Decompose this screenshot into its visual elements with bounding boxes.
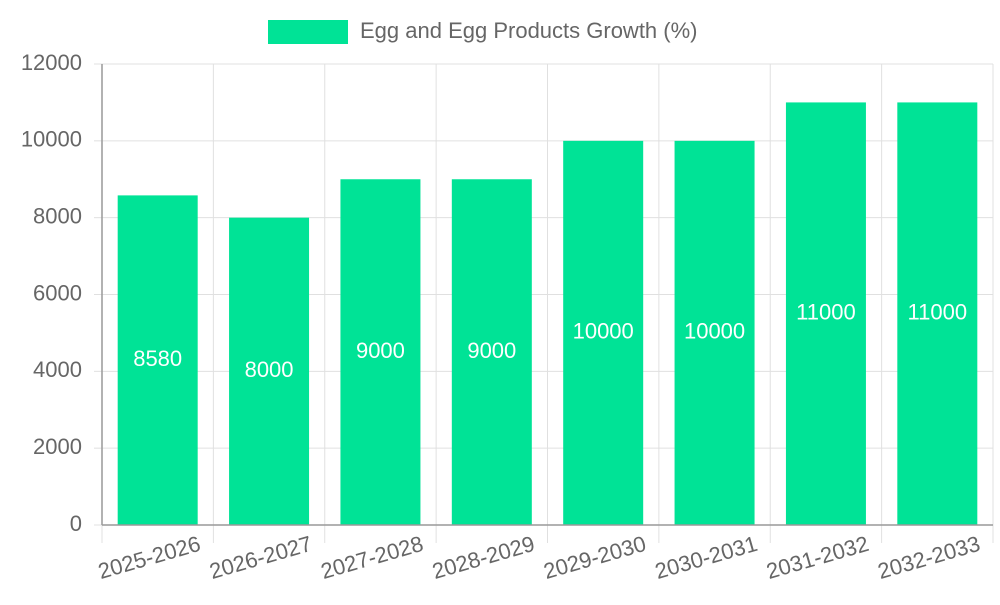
y-tick-label: 4000: [33, 357, 82, 382]
data-label: 9000: [467, 338, 516, 363]
y-tick-label: 0: [70, 511, 82, 536]
bar[interactable]: [897, 102, 978, 526]
x-tick-labels: 2025-2026 2026-2027 2027-2028 2028-2029 2029…: [95, 531, 983, 584]
x-tick-label: 2030-2031: [652, 531, 760, 584]
x-tick-label: 2028-2029: [429, 531, 537, 584]
bar[interactable]: [563, 140, 644, 526]
x-tick-label: 2029-2030: [541, 531, 649, 584]
data-label: 8000: [245, 357, 294, 382]
bar[interactable]: [451, 179, 532, 525]
bar[interactable]: [229, 217, 310, 525]
y-tick-label: 2000: [33, 434, 82, 459]
data-label: 10000: [573, 319, 634, 344]
data-label: 10000: [684, 319, 745, 344]
x-tick-label: 2027-2028: [318, 531, 426, 584]
y-tick-label: 10000: [21, 127, 82, 152]
bar[interactable]: [340, 179, 421, 525]
data-labels: 8580 8000 9000 9000 10000 10000 11000 11000: [133, 300, 967, 383]
x-tick-label: 2025-2026: [95, 531, 203, 584]
bars: [117, 102, 978, 526]
bar[interactable]: [674, 140, 755, 526]
y-tick-label: 6000: [33, 280, 82, 305]
axes: [94, 63, 994, 543]
bar[interactable]: [117, 195, 198, 525]
data-label: 9000: [356, 338, 405, 363]
legend-label: Egg and Egg Products Growth (%): [360, 18, 698, 43]
y-tick-label: 12000: [21, 50, 82, 75]
bar[interactable]: [785, 102, 866, 526]
legend-swatch: [268, 20, 348, 44]
data-label: 11000: [908, 300, 968, 325]
legend: Egg and Egg Products Growth (%): [268, 18, 698, 44]
y-tick-label: 8000: [33, 203, 82, 228]
y-tick-labels: 0 2000 4000 6000 8000 10000 12000: [21, 50, 82, 536]
x-tick-label: 2026-2027: [207, 531, 315, 584]
data-label: 8580: [133, 346, 182, 371]
data-label: 11000: [796, 300, 856, 325]
x-tick-label: 2031-2032: [763, 531, 871, 584]
x-tick-label: 2032-2033: [875, 531, 983, 584]
